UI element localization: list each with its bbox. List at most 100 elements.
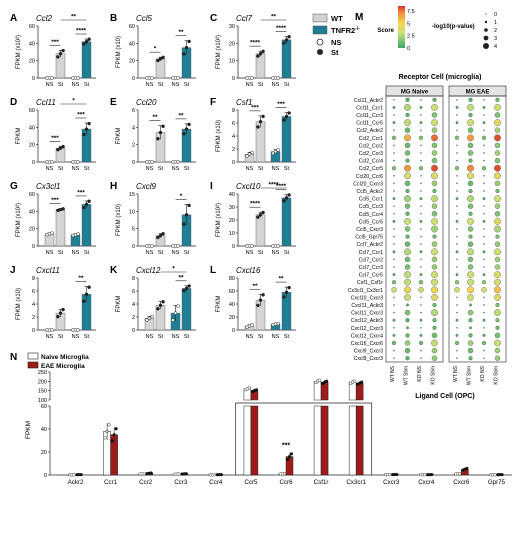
data-point: [147, 316, 152, 321]
y-tick-label: 40: [129, 41, 135, 47]
x-tick-label: NS: [146, 334, 154, 340]
dot: [432, 234, 437, 239]
category-group: [278, 452, 294, 476]
dot: [494, 195, 501, 202]
data-point: [285, 457, 290, 461]
significance-label: ***: [277, 101, 285, 108]
dot: [419, 318, 423, 322]
significance-label: **: [278, 276, 284, 283]
dot: [392, 219, 396, 223]
dot: [483, 159, 485, 162]
data-point: [284, 38, 289, 42]
dot: [455, 197, 459, 201]
data-point: [82, 205, 86, 210]
panel-gene-title: Ccl7: [236, 14, 253, 23]
data-point: [360, 380, 364, 384]
significance-label: **: [152, 114, 158, 121]
legend-ko-superscript: -/-: [355, 26, 360, 32]
legend-naive-swatch: [27, 352, 39, 360]
data-point: [324, 379, 329, 383]
dot: [467, 294, 474, 301]
dot: [393, 357, 395, 359]
dot: [431, 218, 438, 225]
dot: [483, 235, 485, 238]
significance-label: *: [180, 193, 183, 200]
y-tick-label: 2: [32, 315, 35, 321]
dot: [420, 357, 422, 359]
row-label: Ccl5_Cxcr3: [356, 227, 383, 233]
y-tick-label: 4: [132, 302, 135, 308]
row-label: Cx3cl1_Cx3cr1: [348, 288, 383, 294]
panel-m-dotplot: M 0 2.5 5 7.5 Score -log10(p-value) 0 1 2 3 4 Recept…: [348, 6, 507, 400]
data-point: [250, 244, 254, 248]
x-tick-label: St: [84, 82, 90, 88]
dot: [420, 228, 422, 230]
row-label: Ccl7_Ccr2: [359, 257, 383, 263]
dot: [468, 318, 473, 323]
significance-label: ***: [51, 135, 59, 142]
dot: [481, 280, 487, 285]
dot: [431, 278, 438, 286]
panel-letter: M: [355, 12, 363, 23]
row-label: Csf1_Csf1r: [357, 280, 383, 286]
dot: [392, 250, 396, 254]
dot: [483, 114, 485, 116]
dot: [404, 248, 411, 256]
data-point: [79, 473, 83, 477]
data-point: [258, 51, 263, 56]
row-label: Ccl20_Cxcr3: [353, 181, 383, 187]
dot: [431, 150, 438, 156]
data-point: [158, 233, 163, 238]
x-tick-label: NS: [46, 250, 54, 256]
dot: [391, 340, 397, 346]
significance-label: **: [78, 275, 84, 282]
data-point: [261, 114, 265, 119]
size-legend-dot: [483, 35, 489, 41]
data-point: [156, 307, 160, 311]
data-point: [256, 125, 260, 129]
data-point: [156, 137, 160, 141]
dot: [404, 347, 411, 354]
x-tick-label: Gpr75: [488, 479, 506, 486]
size-legend-tick: 1: [494, 20, 497, 26]
x-tick-label: St: [158, 166, 164, 172]
y-tick-label: 150: [38, 389, 47, 395]
data-point: [256, 215, 260, 219]
column-label: KO Stim: [494, 366, 500, 385]
dot: [420, 296, 422, 299]
y-tick-label: 60: [229, 289, 235, 295]
data-point: [182, 131, 186, 136]
data-point: [388, 473, 392, 477]
size-legend-tick: 0: [494, 12, 497, 18]
dot: [483, 357, 485, 359]
category-group: [348, 379, 364, 476]
dot: [405, 158, 410, 163]
group-header-label: MG Naive: [401, 90, 429, 96]
dot: [482, 121, 486, 124]
data-point: [261, 293, 265, 297]
dot: [483, 175, 485, 177]
data-point: [284, 290, 289, 295]
dot: [482, 273, 486, 277]
dot: [393, 175, 395, 177]
colorbar-tick-label: 5: [407, 21, 410, 27]
data-point: [276, 148, 280, 152]
dot: [467, 119, 474, 126]
dot: [392, 197, 396, 201]
dot: [404, 195, 411, 202]
dot: [420, 129, 422, 131]
data-point: [84, 127, 89, 131]
dot: [483, 213, 485, 215]
row-label: Cxcl12_Cxcr3: [351, 326, 383, 332]
dot: [418, 287, 424, 293]
dot: [393, 327, 395, 329]
y-tick-label: 40: [229, 192, 235, 198]
data-point: [219, 473, 223, 477]
data-point: [161, 124, 165, 129]
x-tick-label: St: [158, 250, 164, 256]
group-frame: [385, 95, 444, 363]
dot: [494, 309, 501, 316]
significance-label: ****: [276, 25, 287, 32]
y-tick-label: 60: [129, 24, 135, 30]
significance-label: **: [178, 112, 184, 119]
